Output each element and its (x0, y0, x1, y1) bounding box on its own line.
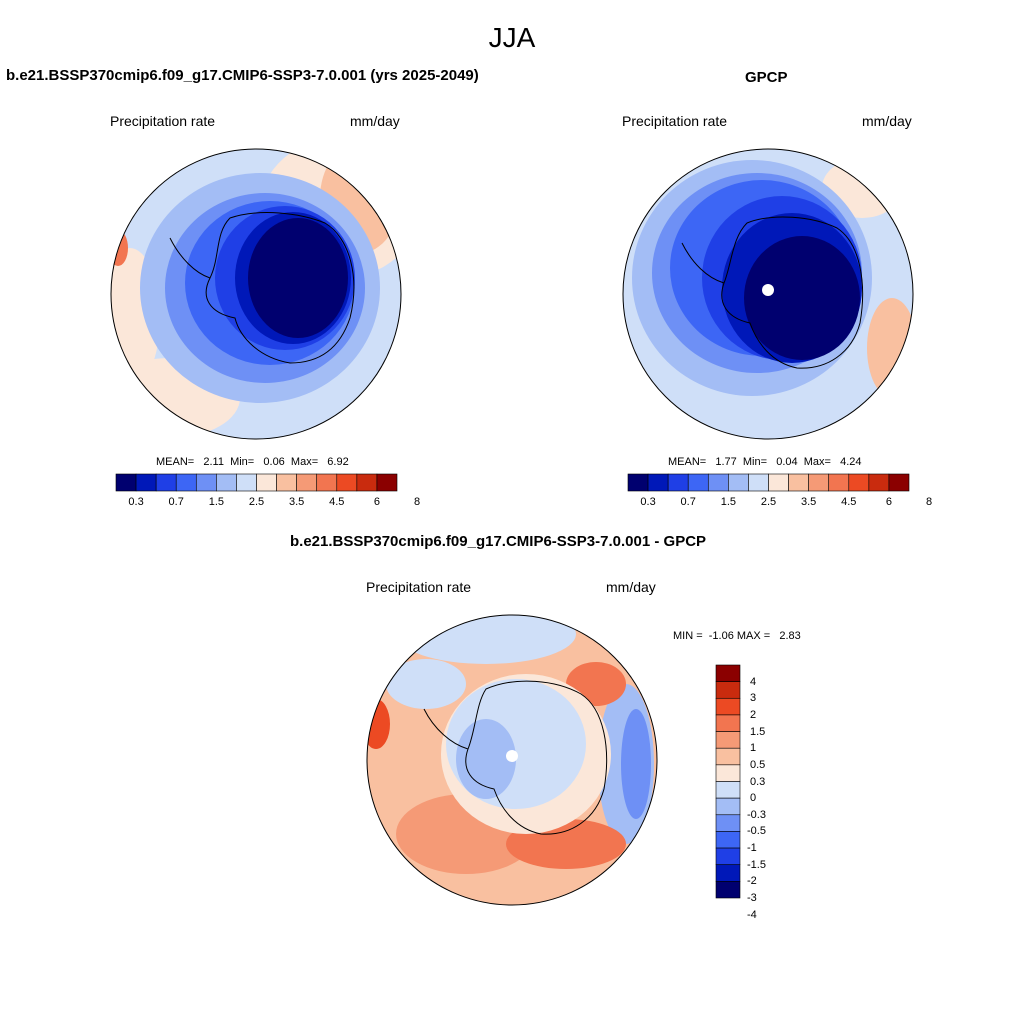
colorbar-swatch (888, 473, 910, 492)
colorbar-swatch (715, 747, 741, 766)
colorbar-tick-label: 8 (414, 496, 421, 508)
colorbar-tick-label: 3 (750, 692, 757, 705)
diff-stats: MIN = -1.06 MAX = 2.83 (673, 630, 801, 642)
right-colorbar-labels: 0.3 0.7 1.5 2.5 3.5 4.5 6 8 (628, 496, 932, 510)
colorbar-swatch (748, 473, 769, 492)
colorbar-swatch (256, 473, 277, 492)
colorbar-swatch (715, 881, 741, 899)
colorbar-tick-label: 0.7 (168, 496, 184, 508)
right-units-label: mm/day (862, 113, 912, 129)
colorbar-tick-label: -0.5 (747, 825, 766, 838)
colorbar-swatch (236, 473, 257, 492)
colorbar-swatch (768, 473, 789, 492)
colorbar-tick-label: 1.5 (720, 496, 736, 508)
colorbar-tick-label: 0.7 (680, 496, 696, 508)
diff-polar-map (366, 614, 658, 906)
colorbar-swatch (715, 681, 741, 699)
colorbar-swatch (647, 473, 669, 492)
colorbar-swatch (195, 473, 217, 492)
colorbar-tick-label: 2.5 (248, 496, 265, 508)
diff-var-label: Precipitation rate (366, 579, 472, 595)
colorbar-swatch (715, 764, 741, 782)
colorbar-tick-label: 2.5 (760, 496, 777, 508)
colorbar-swatch (715, 664, 741, 682)
colorbar-tick-label: 4.5 (329, 496, 345, 508)
diff-colorbar (715, 664, 741, 899)
figure-title: JJA (488, 22, 536, 53)
left-polar-map (110, 148, 402, 440)
colorbar-swatch (115, 473, 137, 492)
colorbar-swatch (715, 781, 741, 799)
left-panel-title: b.e21.BSSP370cmip6.f09_g17.CMIP6-SSP3-7.… (6, 67, 479, 84)
colorbar-tick-label: 6 (373, 496, 380, 508)
colorbar-tick-label: 4 (750, 675, 757, 688)
diff-colorbar-labels: 4 3 2 1.5 1 0.5 0.3 0 -0.3 -0.5 -1 -1.5 -2 -3 -4 (747, 665, 790, 921)
colorbar-swatch (135, 473, 157, 492)
colorbar-swatch (788, 473, 809, 492)
left-var-label: Precipitation rate (110, 113, 216, 129)
colorbar-tick-label: 0.3 (750, 775, 766, 788)
colorbar-swatch (296, 473, 318, 492)
colorbar-swatch (715, 714, 741, 732)
colorbar-swatch (828, 473, 850, 492)
colorbar-swatch (715, 831, 741, 849)
colorbar-swatch (356, 473, 378, 492)
colorbar-tick-label: 4.5 (841, 496, 857, 508)
colorbar-tick-label: -1 (747, 842, 757, 855)
colorbar-swatch (715, 847, 741, 866)
colorbar-swatch (715, 731, 741, 749)
colorbar-tick-label: 3.5 (288, 496, 305, 508)
colorbar-swatch (707, 473, 729, 492)
right-polar-map (622, 148, 914, 440)
diff-units-label: mm/day (606, 579, 656, 595)
colorbar-swatch (687, 473, 709, 492)
right-stats: MEAN= 1.77 Min= 0.04 Max= 4.24 (668, 456, 862, 468)
colorbar-tick-label: 0 (750, 792, 757, 805)
colorbar-swatch (715, 797, 741, 816)
colorbar-swatch (376, 473, 398, 492)
colorbar-tick-label: -3 (747, 892, 757, 904)
colorbar-swatch (808, 473, 830, 492)
colorbar-tick-label: 3.5 (800, 496, 817, 508)
colorbar-swatch (848, 473, 870, 492)
colorbar-tick-label: 0.3 (640, 496, 656, 508)
colorbar-tick-label: 8 (926, 496, 933, 508)
colorbar-swatch (728, 473, 749, 492)
colorbar-tick-label: -0.3 (747, 808, 766, 821)
colorbar-swatch (715, 697, 741, 716)
colorbar-tick-label: 0.3 (128, 496, 144, 508)
left-colorbar-labels: 0.3 0.7 1.5 2.5 3.5 4.5 6 8 (116, 496, 420, 510)
colorbar-swatch (175, 473, 197, 492)
colorbar-tick-label: -1.5 (747, 858, 766, 871)
colorbar-swatch (627, 473, 649, 492)
colorbar-swatch (276, 473, 297, 492)
colorbar-tick-label: 1.5 (750, 725, 766, 738)
right-colorbar (627, 473, 910, 492)
colorbar-swatch (868, 473, 890, 492)
left-units-label: mm/day (350, 113, 400, 129)
colorbar-tick-label: 1.5 (208, 496, 224, 508)
colorbar-swatch (316, 473, 338, 492)
colorbar-tick-label: 0.5 (750, 758, 766, 771)
colorbar-swatch (155, 473, 177, 492)
diff-panel-title: b.e21.BSSP370cmip6.f09_g17.CMIP6-SSP3-7.… (290, 533, 707, 550)
left-stats: MEAN= 2.11 Min= 0.06 Max= 6.92 (156, 456, 349, 468)
colorbar-tick-label: -4 (747, 908, 757, 921)
colorbar-tick-label: 1 (750, 742, 757, 755)
right-panel-title: GPCP (745, 69, 788, 86)
colorbar-tick-label: -2 (747, 875, 757, 888)
colorbar-tick-label: 6 (885, 496, 892, 508)
colorbar-swatch (667, 473, 689, 492)
left-colorbar (115, 473, 398, 492)
colorbar-swatch (336, 473, 358, 492)
colorbar-tick-label: 2 (750, 708, 757, 721)
right-var-label: Precipitation rate (622, 113, 728, 129)
colorbar-swatch (715, 814, 741, 832)
colorbar-swatch (715, 864, 741, 882)
colorbar-swatch (216, 473, 237, 492)
